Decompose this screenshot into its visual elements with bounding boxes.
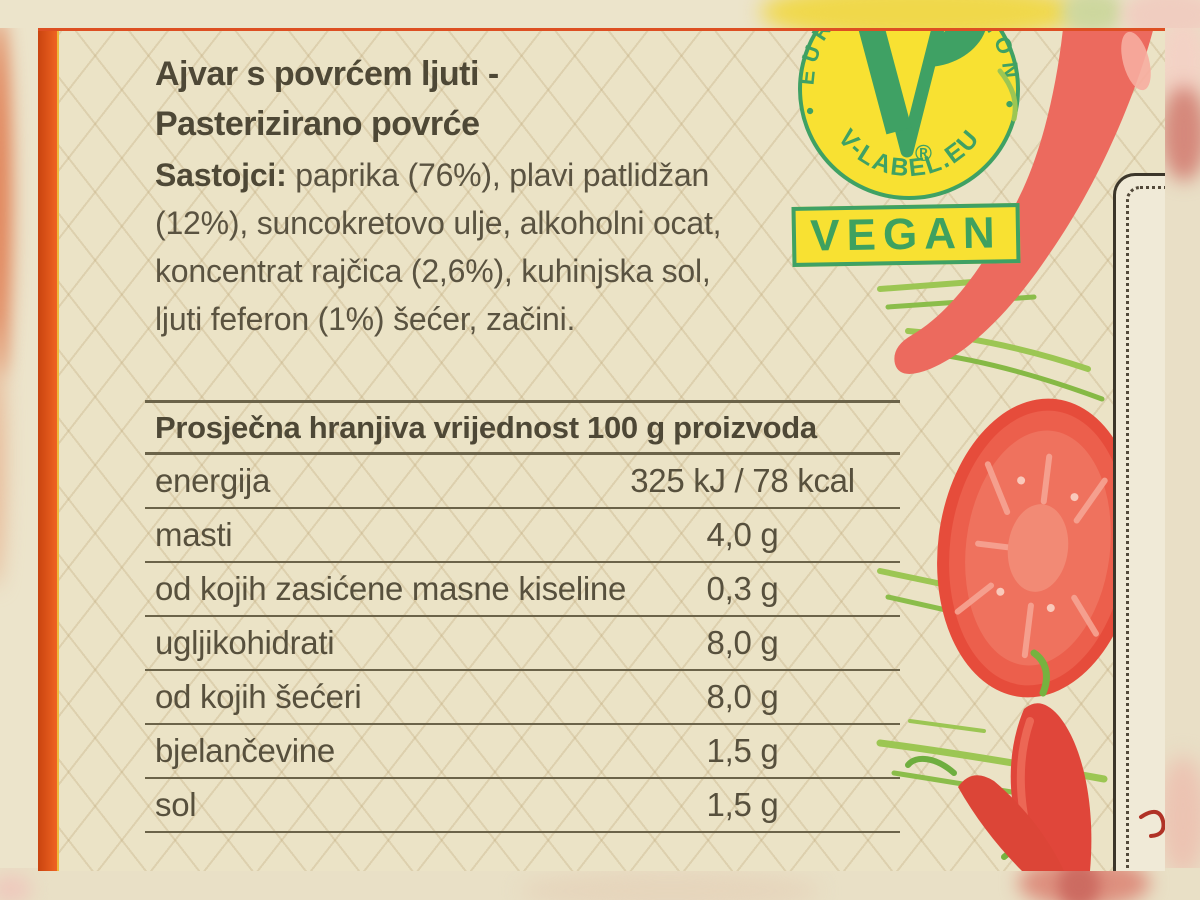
ingredients-text: Sastojci: paprika (76%), plavi patlidžan… (155, 151, 722, 343)
table-row: ugljikohidrati 8,0 g (145, 617, 900, 671)
red-curl-mark (1139, 809, 1165, 838)
photo-edge-blur-bottom (0, 868, 1200, 900)
pepper-stem (1030, 649, 1050, 697)
product-title-line1: Ajvar s povrćem ljuti - (155, 55, 499, 93)
edge-blur-yellow (760, 0, 1080, 28)
table-row: sol 1,5 g (145, 779, 900, 833)
tomato-slice (937, 398, 1139, 698)
pepper-stem-curl (905, 755, 957, 776)
ingredients-line2: (12%), suncokretovo ulje, alkoholni ocat… (155, 205, 722, 241)
edge-blur-pink-bottom (1165, 756, 1200, 876)
nutrient-value: 4,0 g (706, 516, 779, 553)
nutrient-value: 0,3 g (706, 570, 779, 607)
edge-blur-pink (1122, 0, 1200, 28)
panel-dotted-border (1126, 186, 1165, 871)
nutrient-value: 8,0 g (706, 678, 779, 715)
nutrient-value: 1,5 g (706, 786, 779, 823)
edge-blur-orange-fade (0, 328, 4, 588)
ingredients-line1: Sastojci: paprika (76%), plavi patlidžan (155, 151, 721, 199)
table-row: masti 4,0 g (145, 509, 900, 563)
table-row: od kojih šećeri 8,0 g (145, 671, 900, 725)
photo-edge-blur-right (1165, 28, 1200, 900)
v-letter-thick-stroke (858, 31, 912, 135)
nutrient-name: sol (155, 786, 197, 823)
photo-edge-blur-left (0, 28, 38, 900)
label-artwork: • EUROPEAN UNION • V-LABEL.EU ® (793, 31, 1153, 871)
nutrient-value: 325 kJ / 78 kcal (630, 462, 855, 499)
ingredients-label: Sastojci: (155, 157, 287, 193)
nutrition-header: Prosječna hranjiva vrijednost 100 g proi… (145, 403, 900, 455)
edge-blur-orange (0, 28, 12, 376)
chili-pepper-large (894, 31, 1153, 374)
registered-mark: ® (915, 140, 932, 166)
edge-blur-red (1165, 86, 1200, 181)
photo-edge-blur-top (0, 0, 1200, 28)
edge-blur-red-core (1058, 868, 1100, 900)
nutrition-top-rule (145, 400, 900, 403)
table-row: energija 325 kJ / 78 kcal (145, 455, 900, 509)
table-row: od kojih zasićene masne kiseline 0,3 g (145, 563, 900, 617)
nutrient-value: 1,5 g (706, 732, 779, 769)
tomato-core (1007, 504, 1069, 592)
edge-blur-warm (520, 870, 820, 900)
label-orange-edge-bar (38, 31, 59, 871)
product-title-line2: Pasterizirano povrće (155, 105, 480, 143)
nutrient-name: bjelančevine (155, 732, 335, 769)
product-title: Ajvar s povrćem ljuti - Pasterizirano po… (155, 49, 499, 149)
nutrient-name: masti (155, 516, 233, 553)
label-side-panel (1113, 173, 1165, 871)
nutrient-name: od kojih zasićene masne kiseline (155, 570, 626, 607)
nutrient-name: ugljikohidrati (155, 624, 335, 661)
ingredients-line1-rest: paprika (76%), plavi patlidžan (286, 157, 710, 193)
leaf-icon (926, 31, 986, 67)
nutrient-name: od kojih šećeri (155, 678, 362, 715)
v-label-logo-icon: • EUROPEAN UNION • V-LABEL.EU ® (793, 31, 1020, 200)
ingredients-line3: koncentrat rajčica (2,6%), kuhinjska sol… (155, 253, 711, 289)
edge-blur-green (1062, 0, 1124, 28)
table-row: bjelančevine 1,5 g (145, 725, 900, 779)
edge-blur-pink-left (0, 874, 32, 900)
nutrition-table: Prosječna hranjiva vrijednost 100 g proi… (145, 400, 900, 833)
pepper-highlight (1121, 31, 1151, 91)
nutrient-name: energija (155, 462, 271, 499)
nutrient-value: 8,0 g (706, 624, 779, 661)
chili-pepper-small (905, 755, 1064, 871)
v-label-circle (798, 31, 1020, 200)
ingredients-line4: ljuti feferon (1%) šećer, začini. (155, 301, 576, 337)
tomato-seed-streaks (954, 453, 1108, 659)
product-label-photo: • EUROPEAN UNION • V-LABEL.EU ® (38, 28, 1165, 871)
vegan-badge: VEGAN (791, 203, 1021, 267)
